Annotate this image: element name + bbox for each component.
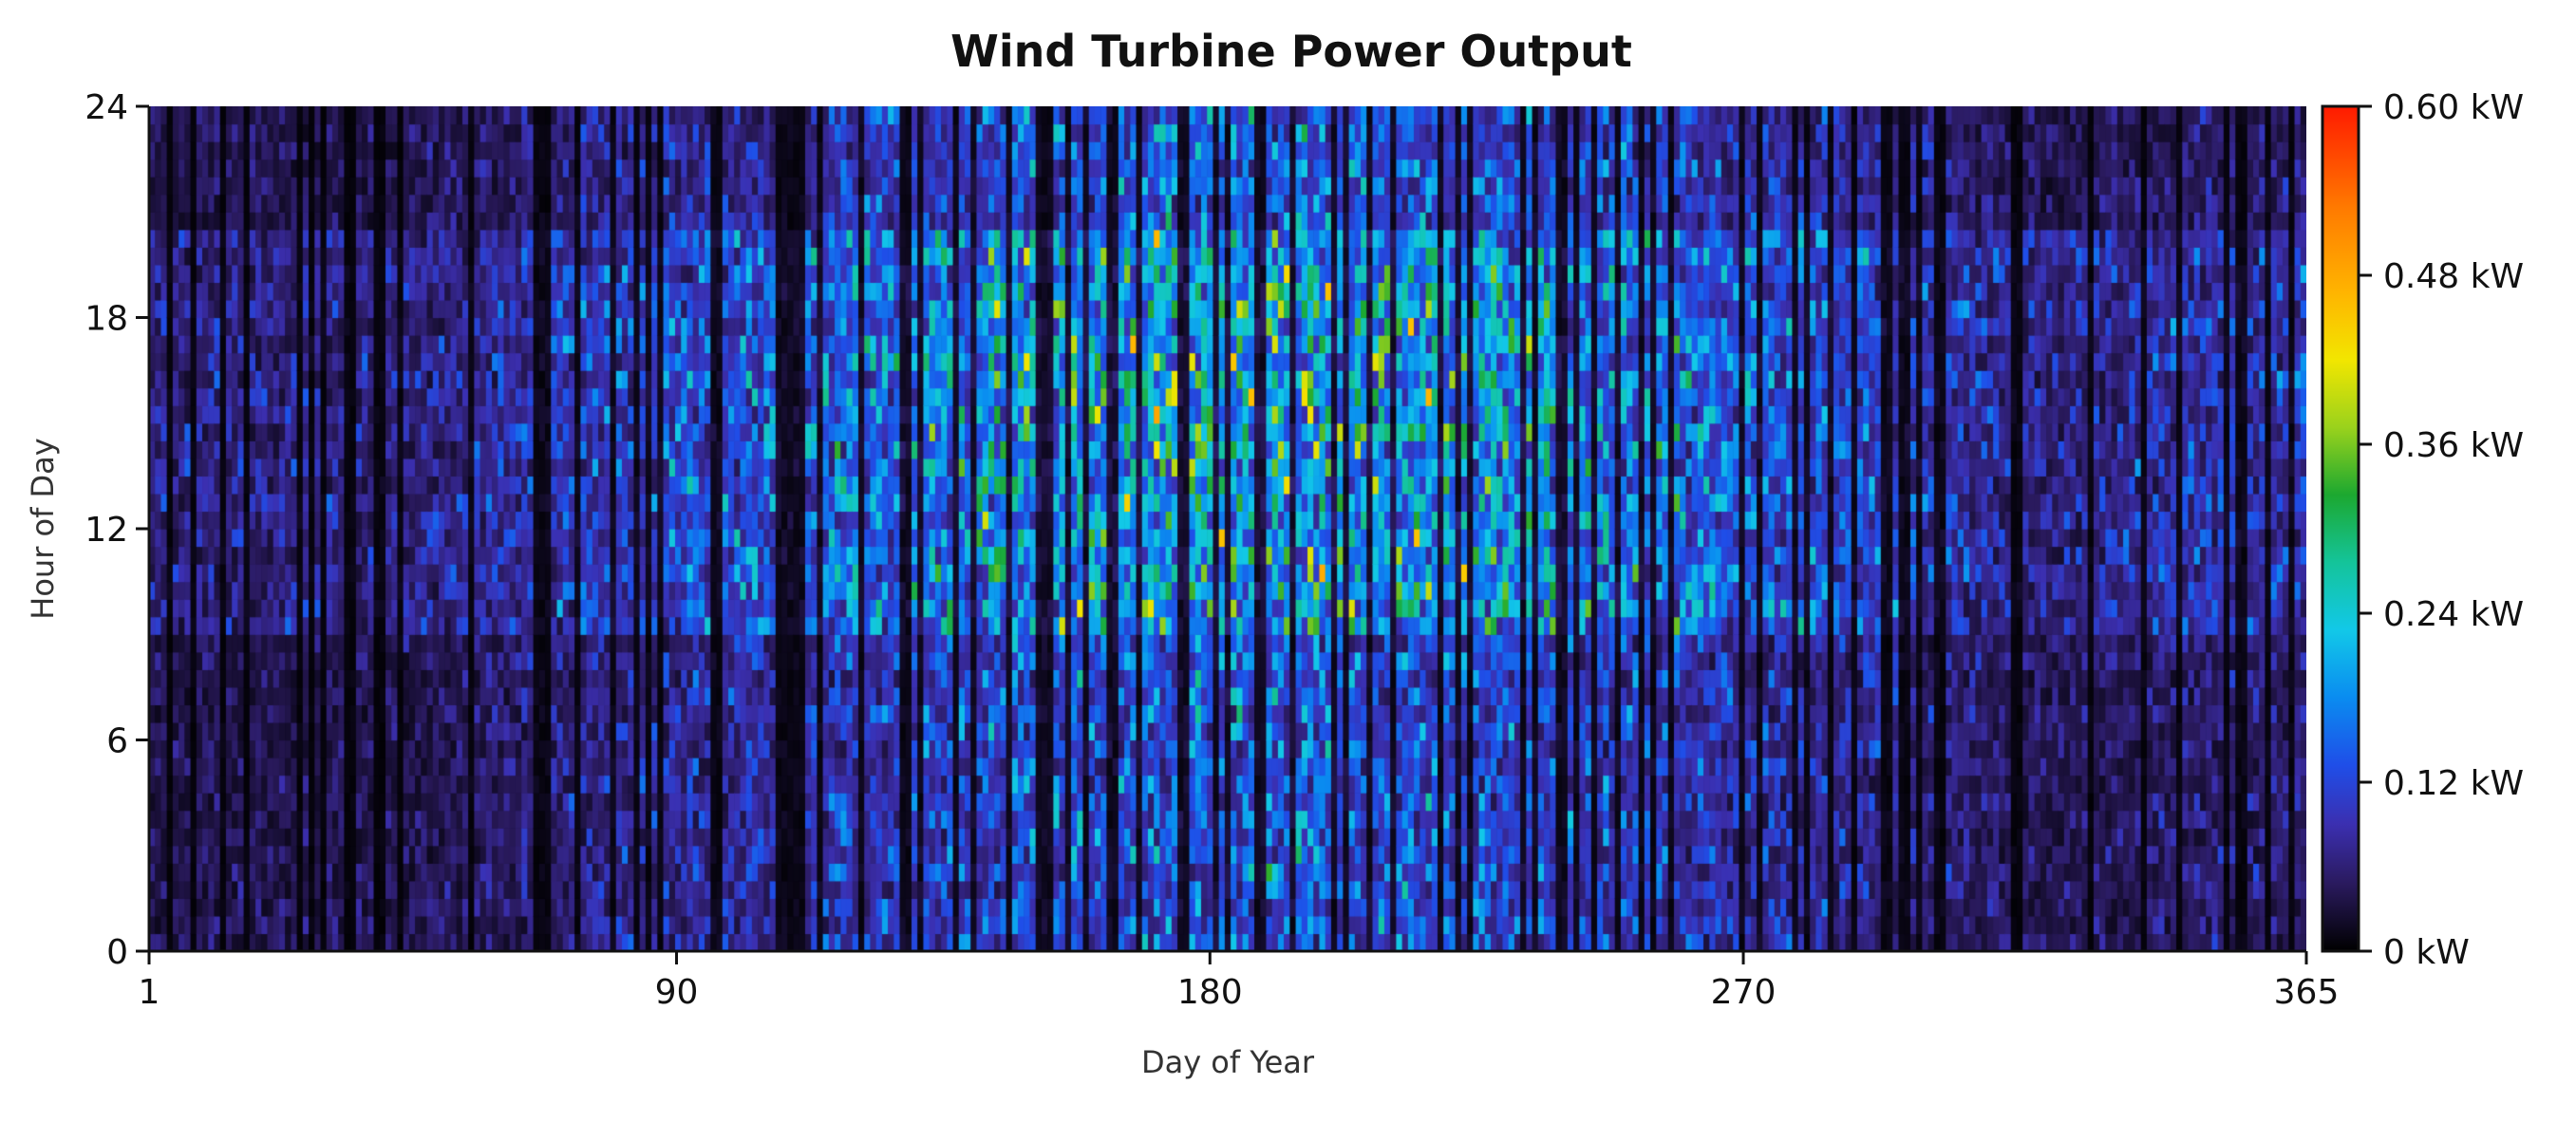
colorbar-tick-label: 0.48 kW [2383,257,2524,296]
x-tick-label: 180 [1177,973,1243,1012]
x-axis-label: Day of Year [1141,1044,1315,1080]
x-tick-label: 270 [1711,973,1777,1012]
y-tick-label: 6 [106,722,128,761]
colorbar-tick-label: 0 kW [2383,933,2470,972]
y-tick-label: 0 [106,933,128,972]
colorbar-tick-label: 0.36 kW [2383,426,2524,465]
x-tick-label: 90 [655,973,699,1012]
colorbar: 0 kW 0.12 kW 0.24 kW 0.36 kW 0.48 kW 0.60 kW [2321,88,2524,972]
colorbar-tick-label: 0.12 kW [2383,764,2524,803]
heatmap-plot-area [149,106,2306,951]
y-axis-label: Hour of Day [25,438,61,619]
x-tick-label: 365 [2274,973,2340,1012]
heatmap-cells [149,106,2306,951]
x-tick-label: 1 [139,973,160,1012]
axes: 1 90 180 270 365 0 6 12 18 24 [85,88,2339,1012]
colorbar-gradient [2321,104,2360,953]
y-tick-label: 24 [85,88,128,127]
chart-title: Wind Turbine Power Output [950,26,1632,77]
colorbar-tick-label: 0.24 kW [2383,595,2524,634]
y-tick-label: 12 [85,511,128,550]
colorbar-tick-label: 0.60 kW [2383,88,2524,127]
y-tick-label: 18 [85,300,128,339]
y-ticks: 0 6 12 18 24 [85,88,149,972]
colorbar-ticks: 0 kW 0.12 kW 0.24 kW 0.36 kW 0.48 kW 0.60 kW [2359,88,2524,972]
x-ticks: 1 90 180 270 365 [139,951,2340,1012]
